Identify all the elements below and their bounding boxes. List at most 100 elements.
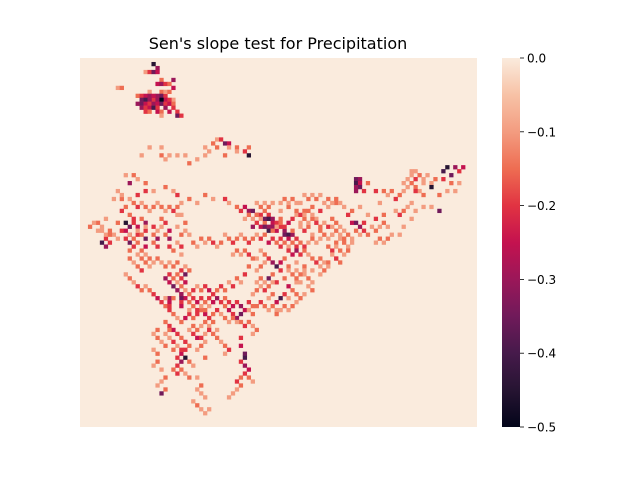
heatmap-cell <box>159 339 164 344</box>
heatmap-cell <box>179 252 184 257</box>
colorbar-tick-label: −0.4 <box>527 347 556 361</box>
heatmap-cell <box>345 212 351 218</box>
heatmap-cell <box>163 97 168 102</box>
heatmap-cell <box>175 343 180 348</box>
heatmap-cell <box>238 319 244 325</box>
heatmap-cell <box>187 311 192 317</box>
heatmap-cell <box>242 204 248 210</box>
heatmap-cell <box>270 304 275 309</box>
heatmap-cell <box>175 272 180 277</box>
heatmap-cell <box>262 224 267 229</box>
heatmap-cell <box>143 284 148 289</box>
heatmap-cell <box>167 81 172 87</box>
heatmap-cell <box>330 216 335 221</box>
heatmap-cell <box>385 192 390 198</box>
heatmap-cell <box>286 232 291 237</box>
heatmap-cell <box>171 248 176 253</box>
heatmap-cell <box>171 311 176 317</box>
heatmap-cell <box>179 284 184 289</box>
heatmap-cell <box>222 232 228 237</box>
heatmap-cell <box>298 220 303 225</box>
heatmap-cell <box>310 236 315 241</box>
heatmap-cell <box>365 181 371 186</box>
heatmap-cell <box>246 375 252 380</box>
heatmap-cell <box>401 208 406 214</box>
heatmap-cell <box>349 208 355 214</box>
heatmap-cell <box>175 192 180 198</box>
heatmap-cell <box>207 236 212 241</box>
heatmap-cell <box>294 292 299 297</box>
heatmap-cell <box>294 236 299 241</box>
heatmap-cell <box>322 200 327 206</box>
heatmap-cell <box>290 304 295 309</box>
heatmap-cell <box>195 327 200 333</box>
heatmap-cell <box>349 220 355 225</box>
heatmap-cell <box>143 252 148 257</box>
colorbar: 0.0 −0.1 −0.2 −0.3 −0.4 −0.5 <box>502 52 556 435</box>
heatmap-cell <box>143 97 148 102</box>
heatmap-cell <box>214 244 220 249</box>
heatmap-cell <box>310 256 315 261</box>
heatmap-cell <box>218 137 224 142</box>
heatmap-cell <box>151 363 156 368</box>
heatmap-cell <box>409 200 414 206</box>
heatmap-cell <box>250 208 255 214</box>
heatmap-cell <box>135 101 140 106</box>
heatmap-cell <box>171 347 176 352</box>
heatmap-cell <box>274 300 279 305</box>
heatmap-cell <box>111 196 117 202</box>
heatmap-cell <box>230 240 236 245</box>
heatmap-cell <box>258 276 263 281</box>
heatmap-cell <box>262 232 267 237</box>
colorbar-ticks: 0.0 −0.1 −0.2 −0.3 −0.4 −0.5 <box>520 52 556 435</box>
heatmap-cell <box>95 220 101 225</box>
heatmap-cells <box>87 61 466 416</box>
heatmap-cell <box>373 228 379 233</box>
heatmap-cell <box>270 228 275 233</box>
heatmap-cell <box>167 109 172 114</box>
heatmap-cell <box>413 208 418 214</box>
heatmap-cell <box>449 173 454 178</box>
heatmap-cell <box>171 97 176 102</box>
heatmap-cell <box>203 300 208 305</box>
heatmap-cell <box>270 272 275 277</box>
heatmap-cell <box>453 165 458 170</box>
heatmap-cell <box>278 296 283 301</box>
heatmap-cell <box>310 216 315 221</box>
heatmap-cell <box>373 240 379 245</box>
heatmap-cell <box>250 331 255 337</box>
heatmap-cell <box>179 244 184 249</box>
heatmap-cell <box>171 296 176 301</box>
heatmap-cell <box>377 224 383 229</box>
colorbar-tick-label: −0.1 <box>527 125 556 139</box>
heatmap-cell <box>353 228 359 233</box>
heatmap-cell <box>294 276 299 281</box>
heatmap-cell <box>203 307 208 313</box>
heatmap-cell <box>123 228 128 233</box>
heatmap-cell <box>139 153 144 158</box>
heatmap-cell <box>175 280 180 285</box>
heatmap-cell <box>262 260 267 265</box>
heatmap-cell <box>115 85 120 91</box>
heatmap-cell <box>417 188 422 194</box>
heatmap-cell <box>306 196 311 202</box>
heatmap-cell <box>163 276 168 281</box>
heatmap-cell <box>266 307 271 313</box>
heatmap-cell <box>298 272 303 277</box>
heatmap-cell <box>417 173 422 178</box>
heatmap-cell <box>266 204 271 210</box>
heatmap-cell <box>187 343 192 348</box>
heatmap-cell <box>211 331 216 337</box>
heatmap-cell <box>286 204 291 210</box>
heatmap-cell <box>222 304 228 309</box>
heatmap-cell <box>103 232 109 237</box>
heatmap-cell <box>222 296 228 301</box>
heatmap-cell <box>191 399 196 404</box>
heatmap-cell <box>302 208 307 214</box>
heatmap-cell <box>230 252 236 257</box>
heatmap-cell <box>111 232 117 237</box>
heatmap-cell <box>357 184 363 190</box>
heatmap-cell <box>278 244 283 249</box>
heatmap-cell <box>131 216 136 221</box>
heatmap-cell <box>167 101 172 106</box>
